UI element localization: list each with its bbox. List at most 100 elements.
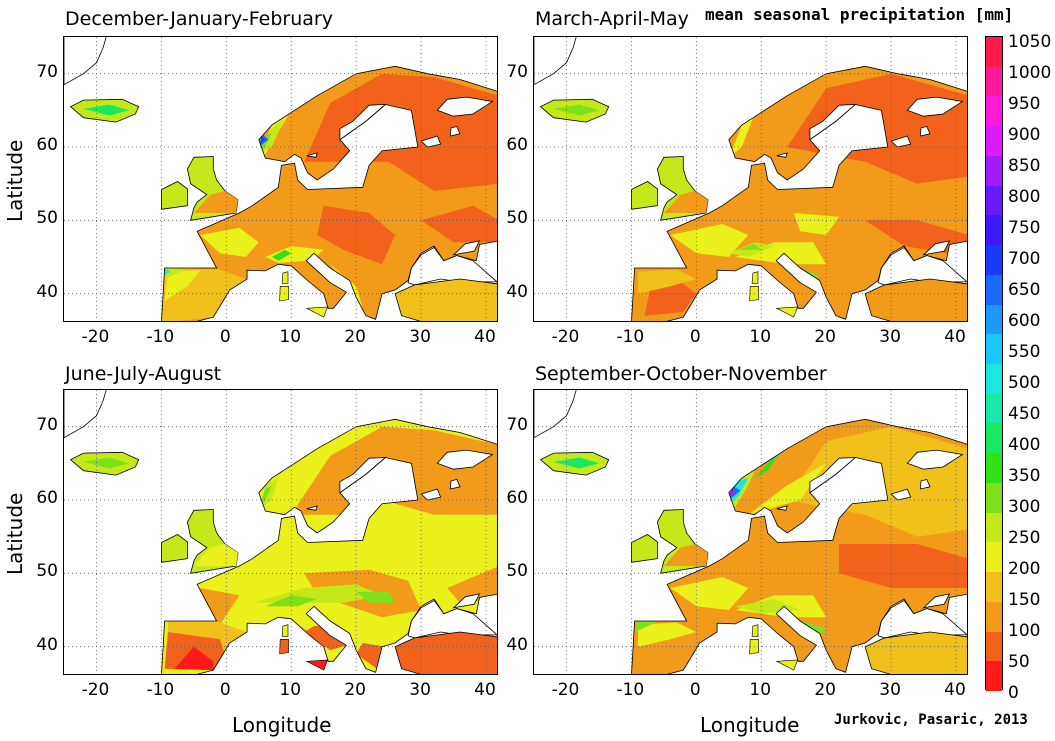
precipitation-map [64,390,497,674]
colorbar-tick-label: 700 [1008,249,1041,269]
x-tick-label: -20 [551,680,580,700]
colorbar-segment [986,512,1002,543]
x-tick-label: 20 [344,327,366,347]
x-tick-label: 10 [279,680,302,700]
colorbar-segment [986,245,1002,276]
x-tick-label: -10 [616,327,645,347]
colorbar-segment [986,453,1002,484]
y-tick-label: 70 [506,414,528,435]
colorbar-tick-label: 500 [1008,373,1041,393]
y-tick-label: 40 [36,634,58,655]
x-tick-label: 10 [749,680,772,700]
x-tick-label: 20 [814,680,836,700]
colorbar-segment [986,274,1002,306]
precipitation-map [64,37,497,321]
colorbar-tick-label: 850 [1008,156,1041,176]
x-tick-label: 40 [474,327,496,347]
y-tick-label: 40 [506,281,528,302]
colorbar-segment [986,393,1002,424]
y-tick-label: 40 [36,281,58,302]
x-tick-label: 10 [279,327,302,347]
colorbar-tick-label: 300 [1008,497,1041,517]
y-tick-label: 50 [506,208,528,229]
precipitation-map [534,390,967,674]
map-panel-jja [63,389,498,675]
x-tick-label: 40 [944,327,966,347]
colorbar-segment [986,364,1002,395]
x-tick-label: -10 [616,680,645,700]
y-tick-label: 70 [506,61,528,82]
colorbar-segment [986,185,1002,216]
colorbar-segment [986,215,1002,246]
map-panel-djf [63,36,498,322]
y-tick-label: 60 [36,488,58,508]
colorbar-tick-label: 950 [1008,94,1041,114]
map-panel-son [533,389,968,675]
colorbar-segment [986,601,1002,633]
colorbar-tick-label: 200 [1008,559,1041,579]
x-tick-label: 40 [474,680,496,700]
x-tick-label: -20 [81,680,110,700]
panel-title-mam: March-April-May [535,8,689,30]
x-tick-label: 30 [879,680,901,700]
precipitation-map [534,37,967,321]
colorbar-segment [986,661,1002,692]
x-tick-label: 20 [344,680,366,700]
colorbar-segment [986,482,1002,514]
y-tick-label: 60 [506,135,528,155]
y-tick-label: 50 [36,561,58,582]
colorbar-tick-label: 0 [1008,683,1019,703]
colorbar-segment [986,334,1002,365]
colorbar-tick-label: 1050 [1008,32,1052,52]
colorbar-segment [986,304,1002,335]
colorbar-tick-label: 450 [1008,404,1041,424]
colorbar-tick-label: 400 [1008,435,1041,455]
colorbar-segment [986,423,1002,454]
xlabel-right: Longitude [700,713,800,737]
y-tick-label: 50 [506,561,528,582]
y-tick-label: 70 [36,414,58,435]
colorbar-segment [986,126,1002,157]
colorbar-tick-label: 150 [1008,590,1041,610]
x-tick-label: 0 [689,327,701,347]
colorbar-segment [986,542,1002,573]
colorbar-segment [986,155,1002,187]
x-tick-label: -20 [81,327,110,347]
map-panel-mam [533,36,968,322]
colorbar-tick-label: 750 [1008,218,1041,238]
colorbar-tick-label: 350 [1008,466,1041,486]
colorbar-tick-label: 800 [1008,187,1041,207]
colorbar-tick-label: 50 [1008,652,1030,672]
x-tick-label: 10 [749,327,772,347]
colorbar-title: mean seasonal precipitation [mm] [705,5,1014,24]
colorbar-segment [986,631,1002,662]
colorbar [985,36,1003,692]
colorbar-segment [986,96,1002,127]
y-tick-label: 60 [36,135,58,155]
ylabel-top: Latitude [3,139,27,222]
x-tick-label: 30 [879,327,901,347]
y-tick-label: 50 [36,208,58,229]
x-tick-label: -10 [146,327,175,347]
x-tick-label: 30 [409,327,431,347]
panel-title-djf: December-January-February [65,8,333,30]
colorbar-tick-label: 250 [1008,528,1041,548]
colorbar-tick-label: 1000 [1008,63,1052,83]
colorbar-tick-label: 650 [1008,280,1041,300]
colorbar-segment [986,66,1002,97]
panel-title-jja: June-July-August [65,363,222,385]
x-tick-label: 0 [219,327,231,347]
colorbar-tick-label: 100 [1008,621,1041,641]
panel-title-son: September-October-November [535,363,827,385]
ylabel-bottom: Latitude [3,492,27,575]
xlabel-left: Longitude [232,713,332,737]
colorbar-segment [986,572,1002,603]
colorbar-tick-label: 600 [1008,311,1041,331]
y-tick-label: 70 [36,61,58,82]
x-tick-label: -20 [551,327,580,347]
x-tick-label: 0 [689,680,701,700]
colorbar-segment [986,37,1002,68]
x-tick-label: 30 [409,680,431,700]
x-tick-label: 40 [944,680,966,700]
colorbar-tick-label: 550 [1008,342,1041,362]
